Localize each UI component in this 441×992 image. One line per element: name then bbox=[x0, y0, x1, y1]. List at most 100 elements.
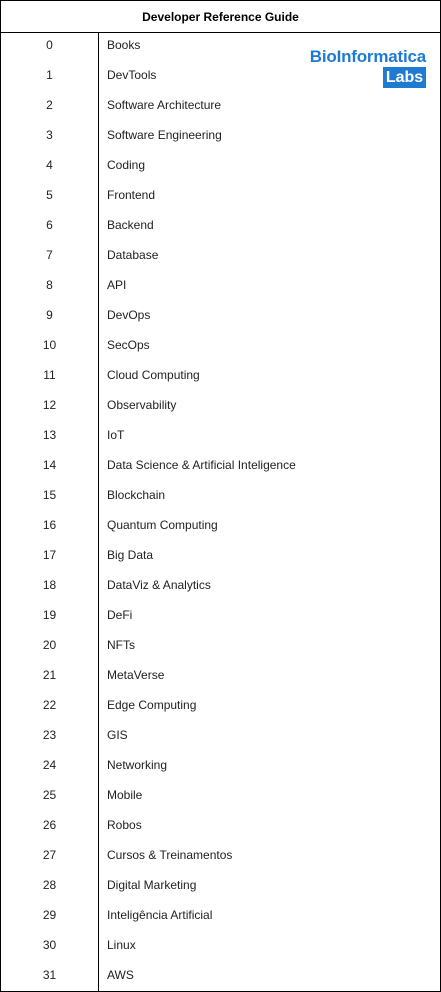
row-label: DataViz & Analytics bbox=[107, 578, 211, 592]
row-number: 26 bbox=[42, 818, 57, 832]
row-number: 31 bbox=[42, 968, 57, 982]
row-label: Digital Marketing bbox=[107, 878, 197, 892]
row-label: Data Science & Artificial Inteligence bbox=[107, 458, 296, 472]
table-row: 0 Books bbox=[1, 30, 440, 60]
column-divider bbox=[98, 33, 99, 991]
table-row: 11 Cloud Computing bbox=[1, 360, 440, 390]
row-label: Software Architecture bbox=[107, 98, 222, 112]
row-number: 28 bbox=[42, 878, 57, 892]
table-row: 8 API bbox=[1, 270, 440, 300]
row-number: 30 bbox=[42, 938, 57, 952]
row-number: 25 bbox=[42, 788, 57, 802]
row-number: 14 bbox=[42, 458, 57, 472]
table-row: 5 Frontend bbox=[1, 180, 440, 210]
table-row: 7 Database bbox=[1, 240, 440, 270]
table-row: 4 Coding bbox=[1, 150, 440, 180]
row-number: 6 bbox=[46, 218, 53, 232]
row-number: 16 bbox=[42, 518, 57, 532]
table-row: 26 Robos bbox=[1, 810, 440, 840]
table-row: 24 Networking bbox=[1, 750, 440, 780]
logo-text-line2: Labs bbox=[383, 67, 426, 88]
row-label: NFTs bbox=[107, 638, 135, 652]
table-title: Developer Reference Guide bbox=[1, 1, 440, 33]
table-row: 2 Software Architecture bbox=[1, 90, 440, 120]
table-row: 20 NFTs bbox=[1, 630, 440, 660]
row-label: Inteligência Artificial bbox=[107, 908, 213, 922]
row-label: Robos bbox=[107, 818, 142, 832]
row-label: Blockchain bbox=[107, 488, 166, 502]
row-number: 18 bbox=[42, 578, 57, 592]
table-row: 21 MetaVerse bbox=[1, 660, 440, 690]
row-number: 23 bbox=[42, 728, 57, 742]
row-number: 17 bbox=[42, 548, 57, 562]
table-row: 10 SecOps bbox=[1, 330, 440, 360]
row-label: Linux bbox=[107, 938, 136, 952]
row-number: 24 bbox=[42, 758, 57, 772]
row-label: DevTools bbox=[107, 68, 157, 82]
table-row: 25 Mobile bbox=[1, 780, 440, 810]
table-row: 1 DevTools bbox=[1, 60, 440, 90]
row-number: 8 bbox=[46, 278, 53, 292]
row-label: DeFi bbox=[107, 608, 133, 622]
row-number: 15 bbox=[42, 488, 57, 502]
table-row: 23 GIS bbox=[1, 720, 440, 750]
row-label: Frontend bbox=[107, 188, 156, 202]
table-row: 12 Observability bbox=[1, 390, 440, 420]
table-row: 29 Inteligência Artificial bbox=[1, 900, 440, 930]
row-number: 27 bbox=[42, 848, 57, 862]
row-label: IoT bbox=[107, 428, 125, 442]
bioinformatica-logo: BioInformatica Labs bbox=[308, 47, 426, 89]
row-number: 1 bbox=[46, 68, 53, 82]
row-label: DevOps bbox=[107, 308, 151, 322]
table-row: 18 DataViz & Analytics bbox=[1, 570, 440, 600]
row-number: 19 bbox=[42, 608, 57, 622]
row-number: 3 bbox=[46, 128, 53, 142]
row-number: 4 bbox=[46, 158, 53, 172]
logo-text-line1: BioInformatica bbox=[309, 47, 426, 66]
table-row: 15 Blockchain bbox=[1, 480, 440, 510]
row-number: 7 bbox=[46, 248, 53, 262]
row-label: Big Data bbox=[107, 548, 154, 562]
table-row: 14 Data Science & Artificial Inteligence bbox=[1, 450, 440, 480]
row-label: Database bbox=[107, 248, 159, 262]
row-number: 0 bbox=[46, 38, 53, 52]
table-row: 22 Edge Computing bbox=[1, 690, 440, 720]
table-row: 28 Digital Marketing bbox=[1, 870, 440, 900]
row-label: Books bbox=[107, 38, 141, 52]
row-label: AWS bbox=[107, 968, 134, 982]
table-row: 17 Big Data bbox=[1, 540, 440, 570]
row-number: 13 bbox=[42, 428, 57, 442]
row-label: GIS bbox=[107, 728, 128, 742]
row-label: API bbox=[107, 278, 127, 292]
table-row: 3 Software Engineering bbox=[1, 120, 440, 150]
table-row: 19 DeFi bbox=[1, 600, 440, 630]
row-label: MetaVerse bbox=[107, 668, 165, 682]
row-number: 9 bbox=[46, 308, 53, 322]
row-number: 21 bbox=[42, 668, 57, 682]
row-label: SecOps bbox=[107, 338, 150, 352]
row-number: 12 bbox=[42, 398, 57, 412]
row-label: Quantum Computing bbox=[107, 518, 218, 532]
row-label: Cloud Computing bbox=[107, 368, 200, 382]
row-number: 22 bbox=[42, 698, 57, 712]
row-number: 11 bbox=[43, 368, 56, 382]
table-row: 27 Cursos & Treinamentos bbox=[1, 840, 440, 870]
table-row: 30 Linux bbox=[1, 930, 440, 960]
row-label: Edge Computing bbox=[107, 698, 197, 712]
row-label: Mobile bbox=[107, 788, 143, 802]
table-row: 6 Backend bbox=[1, 210, 440, 240]
row-number: 2 bbox=[46, 98, 53, 112]
row-number: 20 bbox=[42, 638, 57, 652]
row-label: Observability bbox=[107, 398, 177, 412]
row-label: Cursos & Treinamentos bbox=[107, 848, 233, 862]
row-label: Software Engineering bbox=[107, 128, 222, 142]
row-label: Networking bbox=[107, 758, 168, 772]
row-number: 10 bbox=[42, 338, 57, 352]
row-number: 5 bbox=[46, 188, 53, 202]
table-row: 16 Quantum Computing bbox=[1, 510, 440, 540]
table-row: 9 DevOps bbox=[1, 300, 440, 330]
row-label: Backend bbox=[107, 218, 154, 232]
row-label: Coding bbox=[107, 158, 146, 172]
table-row: 13 IoT bbox=[1, 420, 440, 450]
